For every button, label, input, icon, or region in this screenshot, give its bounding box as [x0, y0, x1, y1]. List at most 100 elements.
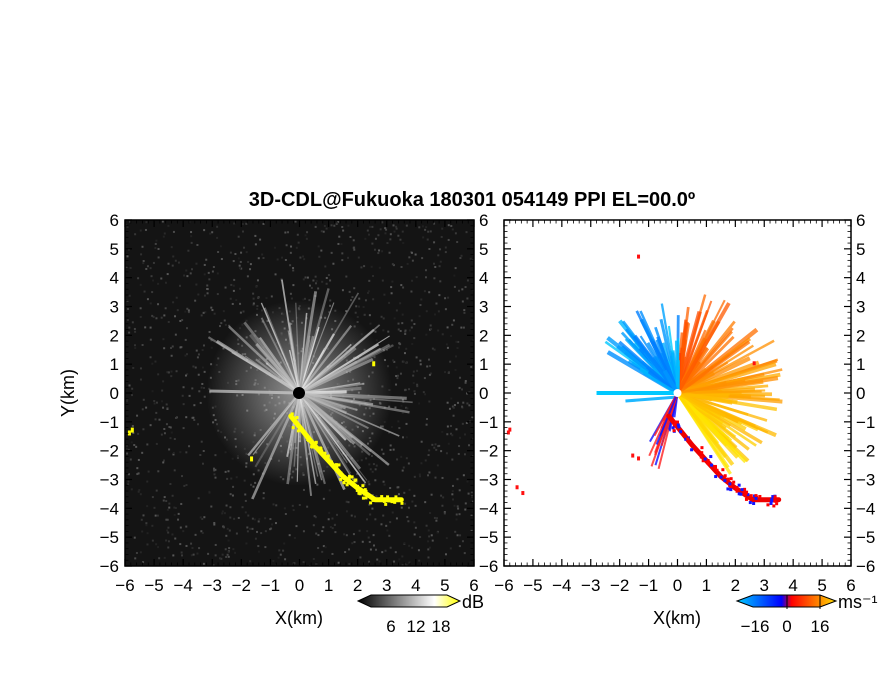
noise-pixel: [201, 462, 204, 465]
noise-pixel: [137, 490, 140, 493]
noise-pixel: [461, 422, 464, 425]
noise-pixel: [197, 423, 200, 426]
noise-pixel: [368, 279, 371, 282]
noise-pixel: [229, 506, 232, 509]
noise-pixel: [337, 561, 340, 564]
echo-pixel: [679, 430, 683, 434]
noise-pixel: [253, 518, 256, 521]
noise-pixel: [404, 563, 407, 566]
noise-pixel: [375, 464, 378, 467]
noise-pixel: [160, 277, 163, 280]
noise-pixel: [195, 262, 198, 265]
noise-pixel: [170, 431, 173, 434]
noise-pixel: [380, 315, 383, 318]
noise-pixel: [340, 243, 343, 246]
noise-pixel: [190, 235, 193, 238]
noise-pixel: [465, 422, 468, 425]
noise-pixel: [180, 502, 183, 505]
noise-pixel: [419, 359, 422, 362]
noise-pixel: [189, 272, 192, 275]
noise-pixel: [223, 319, 226, 322]
noise-pixel: [379, 228, 382, 231]
noise-pixel: [228, 529, 231, 532]
echo-pixel: [739, 492, 743, 496]
noise-pixel: [347, 224, 350, 227]
noise-pixel: [411, 342, 414, 345]
noise-pixel: [424, 228, 427, 231]
echo-pixel: [726, 477, 730, 481]
noise-pixel: [240, 251, 243, 254]
noise-pixel: [277, 556, 280, 559]
noise-pixel: [415, 356, 418, 359]
noise-pixel: [396, 377, 399, 380]
noise-pixel: [380, 448, 383, 451]
noise-pixel: [257, 550, 260, 553]
noise-pixel: [155, 442, 158, 445]
noise-pixel: [471, 415, 474, 418]
noise-pixel: [327, 274, 330, 277]
noise-pixel: [428, 291, 431, 294]
noise-pixel: [452, 498, 455, 501]
noise-pixel: [256, 530, 259, 533]
echo-pixel: [521, 491, 525, 496]
noise-pixel: [271, 523, 274, 526]
noise-pixel: [430, 372, 433, 375]
noise-pixel: [244, 511, 247, 514]
noise-pixel: [368, 540, 371, 543]
noise-pixel: [185, 416, 188, 419]
noise-pixel: [145, 524, 148, 527]
noise-pixel: [441, 504, 444, 507]
noise-pixel: [368, 233, 371, 236]
noise-pixel: [274, 522, 277, 525]
noise-pixel: [220, 258, 223, 261]
noise-pixel: [179, 346, 182, 349]
noise-pixel: [380, 220, 383, 223]
echo-pixel: [320, 449, 324, 453]
noise-pixel: [182, 530, 185, 533]
noise-pixel: [447, 238, 450, 241]
noise-pixel: [194, 533, 197, 536]
y-tick-label-right: 2: [856, 326, 865, 345]
noise-pixel: [206, 284, 209, 287]
noise-pixel: [137, 432, 140, 435]
noise-pixel: [303, 258, 306, 261]
noise-pixel: [175, 370, 178, 373]
noise-pixel: [312, 524, 315, 527]
noise-pixel: [392, 448, 395, 451]
noise-pixel: [284, 231, 287, 234]
noise-pixel: [441, 333, 444, 336]
noise-pixel: [386, 242, 389, 245]
noise-pixel: [433, 516, 436, 519]
noise-pixel: [337, 242, 340, 245]
echo-pixel: [379, 497, 383, 501]
echo-pixel: [714, 465, 718, 469]
noise-pixel: [453, 504, 456, 507]
noise-pixel: [206, 287, 209, 290]
noise-pixel: [358, 305, 361, 308]
noise-pixel: [401, 411, 404, 414]
noise-pixel: [433, 262, 436, 265]
noise-pixel: [140, 518, 143, 521]
noise-pixel: [454, 267, 457, 270]
noise-pixel: [325, 282, 328, 285]
noise-pixel: [133, 536, 136, 539]
noise-pixel: [358, 297, 361, 300]
echo-pixel: [130, 427, 134, 433]
noise-pixel: [435, 519, 438, 522]
noise-pixel: [179, 543, 182, 546]
y-tick-label: 0: [110, 384, 119, 403]
noise-pixel: [229, 251, 232, 254]
y-tick-label: −6: [100, 557, 119, 576]
noise-pixel: [177, 261, 180, 264]
echo-pixel: [370, 497, 374, 501]
noise-pixel: [436, 464, 439, 467]
noise-pixel: [451, 484, 454, 487]
noise-pixel: [167, 526, 170, 529]
noise-pixel: [145, 221, 148, 224]
noise-pixel: [135, 551, 138, 554]
noise-pixel: [141, 530, 144, 533]
noise-pixel: [292, 267, 295, 270]
noise-pixel: [292, 269, 295, 272]
noise-pixel: [181, 475, 184, 478]
noise-pixel: [461, 540, 464, 543]
